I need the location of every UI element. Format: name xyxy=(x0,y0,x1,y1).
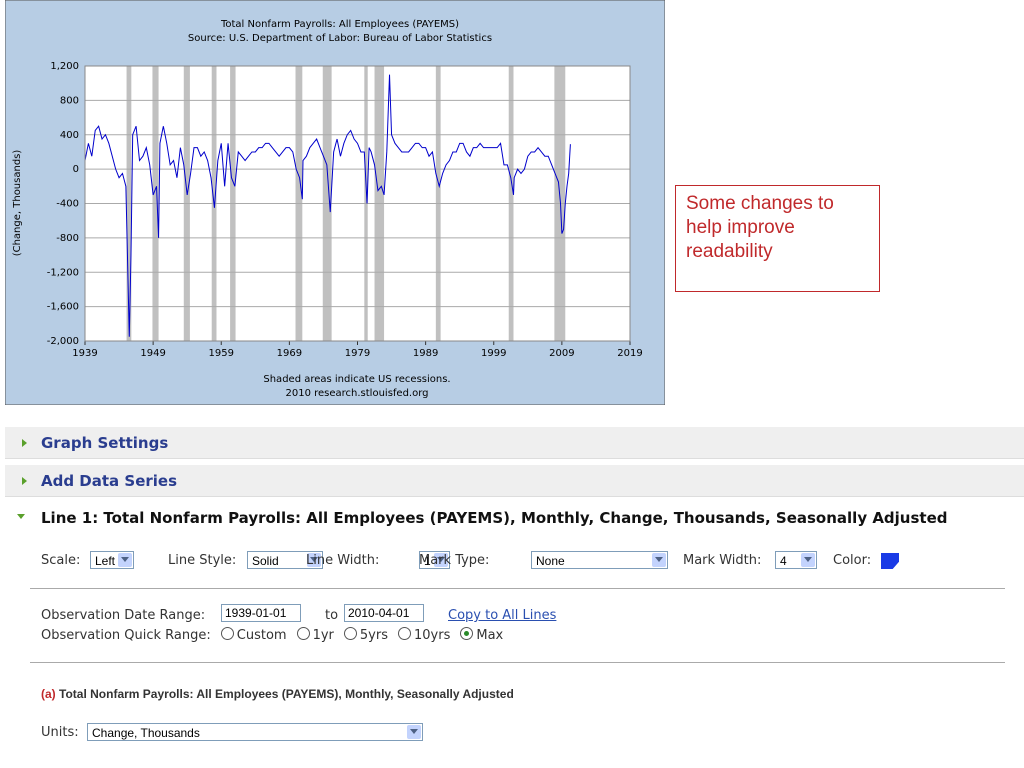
units-select[interactable]: Change, Thousands xyxy=(87,723,423,741)
x-tick-label: 1979 xyxy=(345,348,370,359)
color-label: Color: xyxy=(833,553,872,568)
control-select[interactable]: 4 xyxy=(775,551,817,569)
expanded-arrow[interactable] xyxy=(17,514,25,519)
x-tick-label: 1989 xyxy=(413,348,438,359)
control-value: 1 xyxy=(424,554,431,568)
control-select[interactable]: Solid xyxy=(247,551,323,569)
plot-border xyxy=(84,65,631,342)
chart-title: Total Nonfarm Payrolls: All Employees (P… xyxy=(220,19,459,30)
radio-label[interactable]: Max xyxy=(476,628,504,643)
control-value: Solid xyxy=(252,554,279,568)
section-title[interactable]: Add Data Series xyxy=(41,472,178,490)
y-tick-label: -1,200 xyxy=(47,267,79,278)
quick-range-options: Custom 1yr 5yrs 10yrs Max xyxy=(211,627,504,643)
y-tick-label: -800 xyxy=(56,233,79,244)
chart-note: Shaded areas indicate US recessions. xyxy=(263,374,450,385)
control-select[interactable]: 1 xyxy=(419,551,450,569)
to-label: to xyxy=(325,608,339,623)
x-tick-label: 1959 xyxy=(209,348,234,359)
radio[interactable] xyxy=(398,627,411,640)
control-label: Mark Type: xyxy=(419,553,490,568)
separator xyxy=(30,588,1005,589)
data-line xyxy=(85,74,571,337)
section-title[interactable]: Graph Settings xyxy=(41,434,169,452)
y-tick-label: -2,000 xyxy=(47,336,79,347)
control-label: Line Width: xyxy=(306,553,380,568)
series-title: Total Nonfarm Payrolls: All Employees (P… xyxy=(59,687,514,701)
x-tick-label: 1969 xyxy=(277,348,302,359)
y-axis-label: (Change, Thousands) xyxy=(12,150,23,257)
section-bar[interactable]: Add Data Series xyxy=(5,465,1024,497)
quick-range-text: Observation Quick Range: xyxy=(41,628,211,643)
color-swatch[interactable] xyxy=(881,553,899,569)
units-value: Change, Thousands xyxy=(92,726,200,740)
control-select[interactable]: Left xyxy=(90,551,134,569)
series-heading: (a) Total Nonfarm Payrolls: All Employee… xyxy=(41,687,514,701)
x-tick-label: 2019 xyxy=(617,348,642,359)
separator xyxy=(30,662,1005,663)
control-value: None xyxy=(536,554,565,568)
y-tick-label: 1,200 xyxy=(50,61,79,72)
radio-label[interactable]: 10yrs xyxy=(414,628,451,643)
x-tick-label: 1939 xyxy=(72,348,97,359)
x-tick-label: 2009 xyxy=(549,348,574,359)
chart: Total Nonfarm Payrolls: All Employees (P… xyxy=(5,0,665,405)
y-tick-label: -400 xyxy=(56,199,79,210)
x-tick-label: 1999 xyxy=(481,348,506,359)
chart-subtitle: Source: U.S. Department of Labor: Bureau… xyxy=(188,33,492,44)
y-tick-label: 0 xyxy=(73,164,79,175)
chart-credit: 2010 research.stlouisfed.org xyxy=(285,388,428,399)
annotation: Some changes to help improve readability xyxy=(675,185,880,292)
quick-range-label: Observation Quick Range: Custom 1yr 5yrs 10y… xyxy=(41,627,503,643)
x-tick-label: 1949 xyxy=(140,348,165,359)
line-title: Line 1: Total Nonfarm Payrolls: All Empl… xyxy=(41,509,948,527)
units-label: Units: xyxy=(41,725,79,740)
section-bar[interactable]: Graph Settings xyxy=(5,427,1024,459)
control-label: Line Style: xyxy=(168,553,237,568)
y-tick-label: 400 xyxy=(60,130,79,141)
radio-label[interactable]: 5yrs xyxy=(359,628,388,643)
control-label: Mark Width: xyxy=(683,553,762,568)
control-value: Left xyxy=(95,554,116,568)
radio[interactable] xyxy=(460,627,474,640)
radio-label[interactable]: 1yr xyxy=(312,628,334,643)
date-range-label: Observation Date Range: xyxy=(41,608,206,623)
series-tag: (a) xyxy=(41,687,56,701)
y-tick-label: 800 xyxy=(60,95,79,106)
radio[interactable] xyxy=(296,627,310,640)
y-tick-label: -1,600 xyxy=(47,302,79,313)
copy-link[interactable]: Copy to All Lines xyxy=(448,608,557,623)
radio[interactable] xyxy=(220,627,234,640)
control-value: 4 xyxy=(780,554,787,568)
end-date-input[interactable]: 2010-04-01 xyxy=(344,604,424,622)
radio-label[interactable]: Custom xyxy=(236,628,287,643)
start-date-input[interactable]: 1939-01-01 xyxy=(221,604,301,622)
control-label: Scale: xyxy=(41,553,81,568)
radio[interactable] xyxy=(343,627,357,640)
control-select[interactable]: None xyxy=(531,551,668,569)
